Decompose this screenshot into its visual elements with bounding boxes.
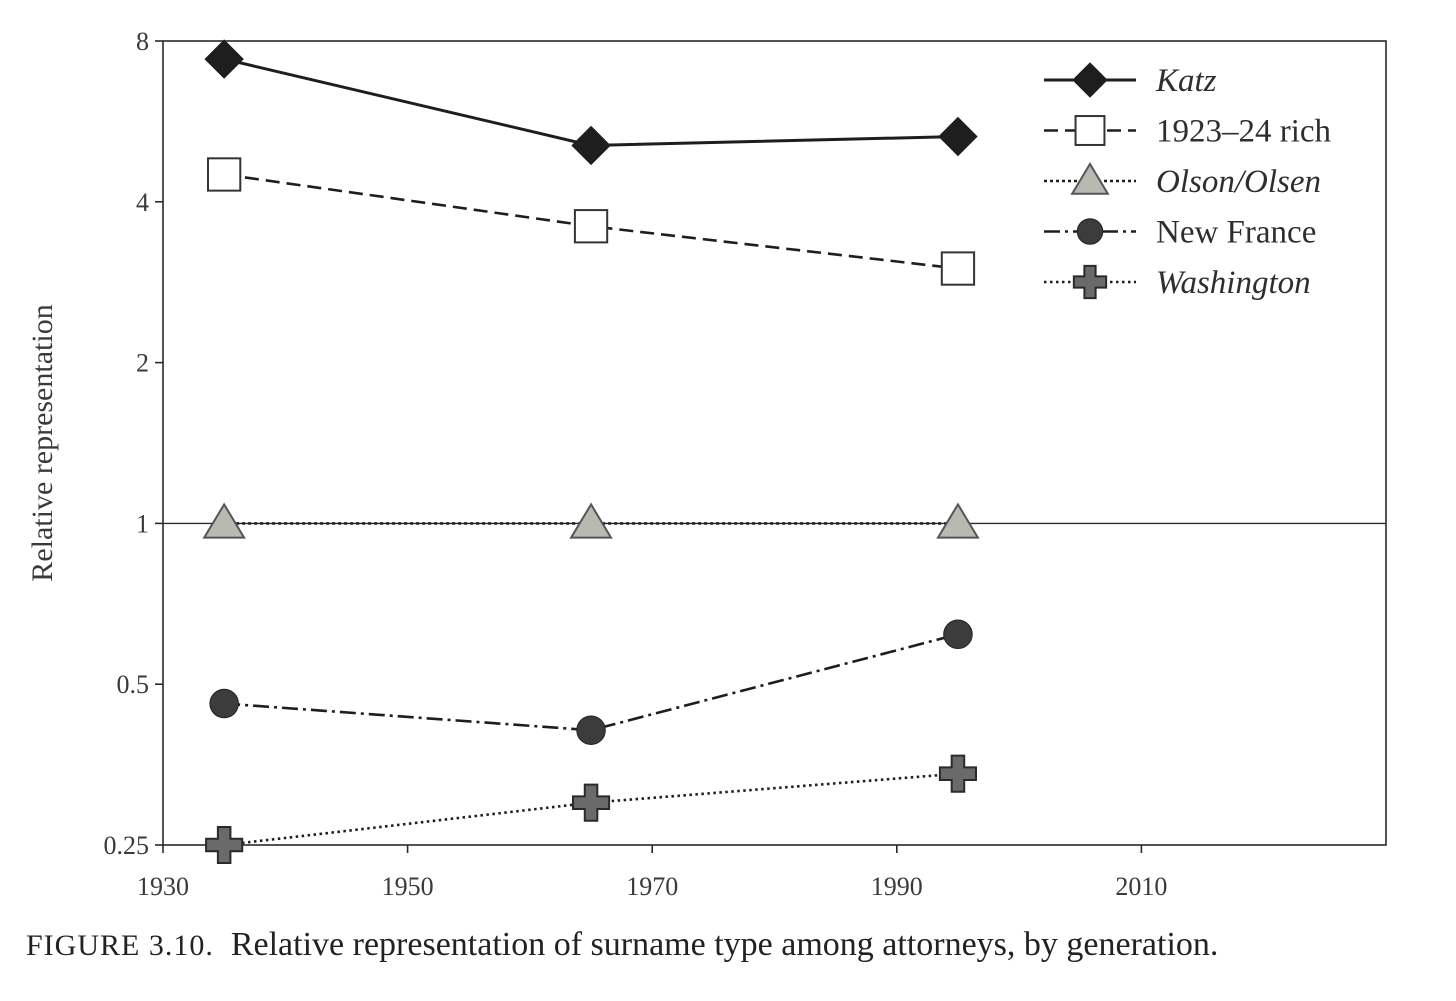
series-line-new-france <box>224 633 959 732</box>
legend-label-1923-24-rich: 1923–24 rich <box>1156 114 1332 150</box>
x-tick-label: 1990 <box>871 872 923 901</box>
x-tick-label: 2010 <box>1115 872 1167 901</box>
data-point-olson-olsen <box>569 502 613 539</box>
legend: Katz 1923–24 rich Olson/Olsen New France Was… <box>1044 62 1332 301</box>
data-point-katz <box>204 39 244 79</box>
y-tick-label: 0.5 <box>117 670 150 699</box>
legend-marker-1923-24-rich <box>1074 115 1106 146</box>
x-tick-label: 1950 <box>382 872 434 901</box>
data-point-katz <box>938 116 978 157</box>
legend-label-katz: Katz <box>1155 63 1217 99</box>
y-tick-label: 0.25 <box>104 831 150 860</box>
legend-label-olson-olsen: Olson/Olsen <box>1156 164 1321 200</box>
data-point-olson-olsen <box>936 502 980 539</box>
data-point-1923-24-rich <box>573 209 609 244</box>
data-point-1923-24-rich <box>940 251 976 286</box>
legend-label-new-france: New France <box>1156 215 1316 251</box>
y-tick-label: 8 <box>136 27 149 56</box>
x-tick-label: 1970 <box>626 872 678 901</box>
y-tick-label: 1 <box>136 509 149 538</box>
data-point-washington <box>938 754 977 793</box>
y-tick-label: 4 <box>136 188 149 217</box>
legend-label-washington: Washington <box>1156 265 1311 301</box>
data-point-new-france <box>576 715 606 745</box>
legend-marker-new-france <box>1076 218 1104 245</box>
data-point-new-france <box>943 619 973 650</box>
data-point-new-france <box>209 688 239 719</box>
caption-label: FIGURE 3.10. <box>26 929 214 962</box>
figure-caption: FIGURE 3.10. Relative representation of … <box>26 926 1436 964</box>
data-point-katz <box>571 125 611 166</box>
plot-frame <box>162 40 1387 846</box>
line-chart: 0.25 0.5 1 2 4 8 1930 1950 1970 1990 2010 Relative … <box>26 27 1387 901</box>
data-point-olson-olsen <box>202 502 246 539</box>
data-point-washington <box>572 783 611 822</box>
caption-text: Relative representation of surname type … <box>230 926 1219 963</box>
legend-marker-katz <box>1072 62 1108 98</box>
x-tick-label: 1930 <box>137 872 189 901</box>
data-point-1923-24-rich <box>207 157 242 192</box>
legend-marker-washington <box>1072 264 1108 300</box>
y-axis-title: Relative representation <box>26 304 59 581</box>
legend-marker-olson-olsen <box>1070 162 1110 195</box>
y-tick-label: 2 <box>136 349 149 378</box>
data-point-washington <box>205 825 244 865</box>
